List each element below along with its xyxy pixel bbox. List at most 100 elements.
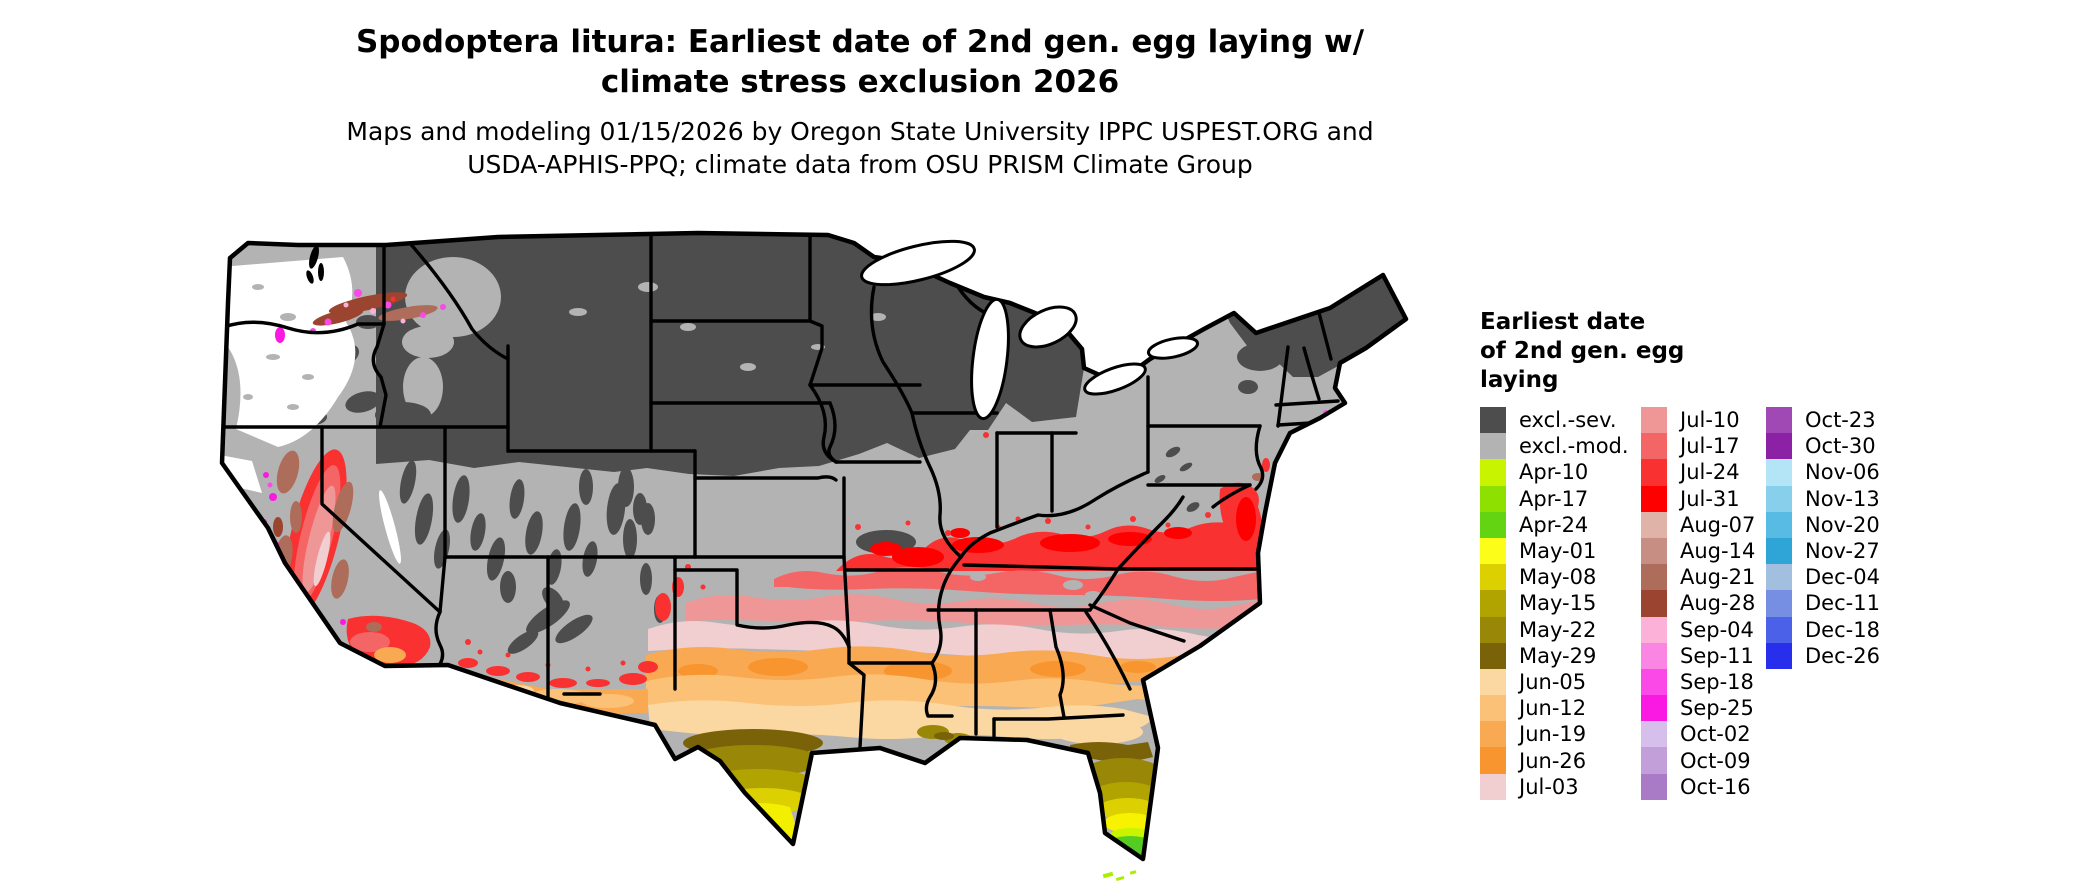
legend-label: excl.-sev. bbox=[1519, 408, 1617, 433]
legend-entry: May-01 bbox=[1480, 537, 1641, 565]
map-chesapeake-red-region bbox=[1219, 406, 1341, 557]
legend-entry: Oct-16 bbox=[1641, 773, 1766, 800]
legend-swatch bbox=[1641, 616, 1667, 643]
legend-columns: excl.-sev. excl.-mod. Apr-10 Apr-17 Apr-24 Ma… bbox=[1480, 407, 2040, 800]
legend-entry: Jun-19 bbox=[1480, 721, 1641, 748]
legend-swatch bbox=[1641, 590, 1667, 617]
figure-subtitle-line2: USDA-APHIS-PPQ; climate data from OSU PR… bbox=[467, 150, 1253, 179]
legend-label: Oct-09 bbox=[1680, 748, 1751, 773]
legend-swatch bbox=[1480, 721, 1506, 748]
legend-label: Oct-02 bbox=[1680, 722, 1751, 747]
legend-entry: May-08 bbox=[1480, 564, 1641, 591]
map-puget-sound bbox=[306, 245, 324, 284]
legend-label: Dec-26 bbox=[1805, 643, 1880, 668]
figure-title: Spodoptera litura: Earliest date of 2nd … bbox=[310, 22, 1410, 102]
legend-entry: Jul-10 bbox=[1641, 407, 1766, 434]
legend-swatch bbox=[1766, 433, 1792, 460]
legend-label: May-29 bbox=[1519, 643, 1597, 668]
legend-column-2: Jul-10 Jul-17 Jul-24 Jul-31 Aug-07 Aug-14 Aug-… bbox=[1641, 407, 1766, 800]
legend-entry: May-22 bbox=[1480, 616, 1641, 643]
legend-column-1: excl.-sev. excl.-mod. Apr-10 Apr-17 Apr-24 Ma… bbox=[1480, 407, 1641, 800]
legend-entry: Nov-13 bbox=[1766, 485, 1916, 512]
legend-label: Apr-10 bbox=[1519, 460, 1589, 485]
legend-entry: Apr-24 bbox=[1480, 511, 1641, 538]
legend-entry: Sep-04 bbox=[1641, 616, 1766, 643]
legend-entry: excl.-sev. bbox=[1480, 407, 1641, 434]
lake-michigan bbox=[970, 297, 1010, 421]
legend-entry: Oct-30 bbox=[1766, 433, 1916, 460]
legend-swatch bbox=[1480, 537, 1506, 565]
legend-entry: Jul-03 bbox=[1480, 773, 1641, 800]
legend-label: Aug-28 bbox=[1680, 591, 1756, 616]
map-florida-stack bbox=[1070, 742, 1163, 859]
legend-entry: Jul-17 bbox=[1641, 433, 1766, 460]
legend-swatch bbox=[1766, 485, 1792, 512]
legend-entry: Oct-09 bbox=[1641, 747, 1766, 774]
legend-label: Aug-07 bbox=[1680, 512, 1756, 537]
map-great-lakes bbox=[860, 239, 1200, 421]
legend-label: Dec-11 bbox=[1805, 591, 1880, 616]
legend-swatch bbox=[1480, 773, 1506, 800]
legend-label: Jul-31 bbox=[1680, 486, 1740, 511]
figure-subtitle-line1: Maps and modeling 01/15/2026 by Oregon S… bbox=[346, 117, 1374, 146]
legend-label: Nov-27 bbox=[1805, 539, 1880, 564]
legend-label: Sep-11 bbox=[1680, 643, 1754, 668]
legend-swatch bbox=[1480, 642, 1506, 669]
legend-entry: Oct-23 bbox=[1766, 407, 1916, 434]
legend-label: Jul-17 bbox=[1680, 434, 1740, 459]
legend-label: Jun-19 bbox=[1519, 722, 1587, 747]
legend-label: May-08 bbox=[1519, 565, 1597, 590]
legend-entry: Sep-18 bbox=[1641, 668, 1766, 696]
title-block: Spodoptera litura: Earliest date of 2nd … bbox=[310, 22, 1410, 181]
map-columbia-basin-patches bbox=[275, 289, 446, 343]
legend-label: Oct-16 bbox=[1680, 774, 1751, 799]
legend-entry: Apr-10 bbox=[1480, 459, 1641, 486]
lake-huron bbox=[1018, 305, 1078, 349]
legend-column-3: Oct-23 Oct-30 Nov-06 Nov-13 Nov-20 Nov-27 Dec-… bbox=[1766, 407, 1916, 800]
legend: Earliest date of 2nd gen. egg laying exc… bbox=[1480, 308, 2040, 800]
legend-title-line2: of 2nd gen. egg bbox=[1480, 338, 1685, 364]
legend-swatch bbox=[1641, 747, 1667, 774]
legend-swatch bbox=[1766, 407, 1792, 434]
legend-entry: Jul-24 bbox=[1641, 459, 1766, 486]
legend-entry: Jun-26 bbox=[1480, 747, 1641, 774]
legend-swatch bbox=[1641, 642, 1667, 669]
legend-entry: Nov-27 bbox=[1766, 537, 1916, 565]
legend-swatch bbox=[1766, 642, 1792, 669]
legend-label: Jul-03 bbox=[1519, 774, 1579, 799]
legend-label: Oct-30 bbox=[1805, 434, 1876, 459]
legend-swatch bbox=[1641, 564, 1667, 591]
legend-swatch bbox=[1480, 747, 1506, 774]
legend-swatch bbox=[1480, 459, 1506, 486]
legend-swatch bbox=[1766, 511, 1792, 538]
lake-ontario bbox=[1146, 336, 1200, 360]
map-band-jun05-peach bbox=[648, 700, 1153, 744]
legend-entry: Jul-31 bbox=[1641, 485, 1766, 512]
legend-label: Jul-10 bbox=[1680, 408, 1740, 433]
map-south-texas-stack bbox=[683, 729, 823, 844]
legend-swatch bbox=[1766, 459, 1792, 486]
legend-swatch bbox=[1641, 537, 1667, 565]
legend-label: Sep-04 bbox=[1680, 617, 1754, 642]
legend-label: Apr-24 bbox=[1519, 512, 1589, 537]
legend-entry: Dec-11 bbox=[1766, 590, 1916, 617]
legend-swatch bbox=[1480, 668, 1506, 696]
legend-label: Dec-04 bbox=[1805, 565, 1880, 590]
legend-title-line1: Earliest date bbox=[1480, 309, 1646, 335]
legend-label: Sep-18 bbox=[1680, 669, 1754, 694]
us-map-svg bbox=[219, 230, 1409, 881]
legend-swatch bbox=[1480, 511, 1506, 538]
legend-entry: Jun-12 bbox=[1480, 695, 1641, 722]
legend-entry: Sep-11 bbox=[1641, 642, 1766, 669]
legend-label: Jun-05 bbox=[1519, 669, 1587, 694]
legend-entry: Dec-04 bbox=[1766, 564, 1916, 591]
legend-swatch bbox=[1766, 616, 1792, 643]
legend-entry: Dec-18 bbox=[1766, 616, 1916, 643]
legend-label: Nov-06 bbox=[1805, 460, 1880, 485]
legend-swatch bbox=[1480, 616, 1506, 643]
legend-swatch bbox=[1641, 773, 1667, 800]
legend-label: Aug-14 bbox=[1680, 539, 1756, 564]
legend-entry: May-29 bbox=[1480, 642, 1641, 669]
legend-swatch bbox=[1480, 485, 1506, 512]
legend-entry: Nov-06 bbox=[1766, 459, 1916, 486]
